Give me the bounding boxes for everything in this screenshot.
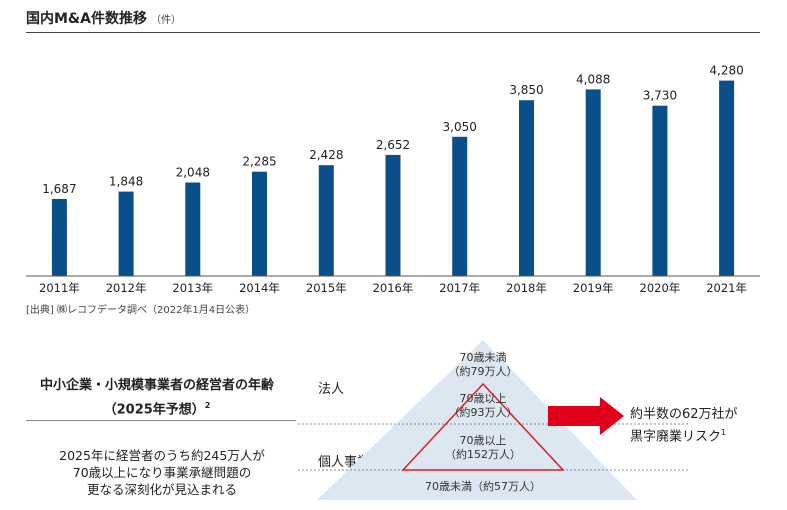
bar-2013年 [185,182,201,276]
risk-note: 1 [721,428,727,437]
pyramid-indiv-under70: 70歳未満（約57万人） [425,480,541,493]
bar-2020年 [652,105,668,276]
value-label-2014年: 2,285 [242,155,276,169]
x-tick-label-2016年: 2016年 [373,281,414,295]
age-description: 2025年に経営者のうち約245万人が 70歳以上になり事業承継問題の 更なる深… [26,447,298,498]
value-label-2012年: 1,848 [109,175,143,189]
bar-2019年 [585,89,601,277]
x-tick-label-2019年: 2019年 [573,281,614,295]
source-note: [出典] ㈱レコフデータ調べ（2022年1月4日公表） [26,305,256,316]
value-label-2020年: 3,730 [643,89,677,103]
bar-2017年 [452,136,468,276]
x-tick-label-2017年: 2017年 [439,281,480,295]
chart-title: 国内M&A件数推移 （件） [26,8,181,28]
value-label-2011年: 1,687 [42,182,76,196]
x-tick-label-2021年: 2021年 [706,281,747,295]
age-desc-line1: 2025年に経営者のうち約245万人が [59,448,265,463]
age-title-line2: （2025年予想）2 [103,401,211,418]
value-label-2017年: 3,050 [443,120,477,134]
chart-title-text: 国内M&A件数推移 [26,11,147,27]
over70-highlight-outline [401,382,565,471]
x-tick-label-2012年: 2012年 [106,281,147,295]
age-section-divider [26,420,296,421]
age-title-line1: 中小企業・小規模事業者の経営者の年齢 [39,378,274,393]
x-tick-label-2015年: 2015年 [306,281,347,295]
bar-2012年 [118,191,134,276]
value-label-2021年: 4,280 [709,64,743,78]
value-label-2019年: 4,088 [576,72,610,86]
x-tick-label-2020年: 2020年 [640,281,681,295]
value-label-2013年: 2,048 [176,166,210,180]
bar-2011年 [51,199,67,276]
pyramid-indiv-over70: 70歳以上 （約152万人） [445,434,521,461]
x-tick-label-2014年: 2014年 [239,281,280,295]
risk-line2: 黒字廃業リスク1 [630,428,727,445]
arrow-icon [548,397,624,435]
corporation-label: 法人 [318,382,345,397]
bar-2021年 [719,80,735,276]
value-label-2016年: 2,652 [376,138,410,152]
bar-2016年 [385,154,401,276]
age-desc-line2: 70歳以上になり事業承継問題の [72,465,252,480]
bar-chart: 1,687 1,848 2,048 2,285 2,428 2,652 3,050 3,850… [26,64,760,295]
risk-line1: 約半数の62万社が [630,407,738,422]
value-label-2015年: 2,428 [309,148,343,162]
age-desc-line3: 更なる深刻化が見込まれる [86,482,237,497]
age-title-note: 2 [204,401,211,410]
x-tick-label-2018年: 2018年 [506,281,547,295]
pyramid-background [317,340,637,500]
bar-2018年 [519,100,534,276]
pyramid-corp-under70: 70歳未満 （約79万人） [448,351,518,378]
bar-2015年 [318,165,334,276]
title-divider [26,32,760,33]
pyramid-corp-over70: 70歳以上 （約93万人） [448,392,518,419]
risk-callout: 約半数の62万社が 黒字廃業リスク1 [630,406,738,446]
value-label-2018年: 3,850 [509,83,543,97]
bar-2014年 [252,171,267,276]
x-tick-label-2011年: 2011年 [39,281,80,295]
chart-unit: （件） [150,15,181,26]
x-tick-label-2013年: 2013年 [172,281,213,295]
age-section-title: 中小企業・小規模事業者の経営者の年齢 （2025年予想）2 [26,376,288,420]
